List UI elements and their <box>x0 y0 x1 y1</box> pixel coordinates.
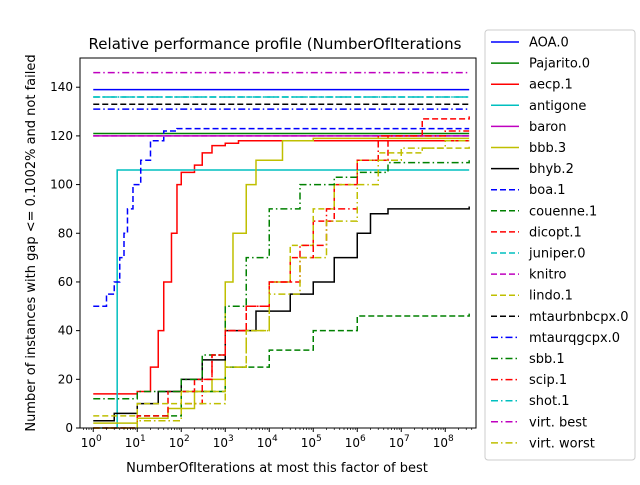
legend-label-6: bhyb.2 <box>529 162 574 177</box>
series-line-8 <box>93 313 470 429</box>
x-tick-exponent-8: 8 <box>448 434 454 444</box>
legend-label-18: virt. best <box>529 415 587 430</box>
x-tick-exponent-1: 1 <box>140 434 146 444</box>
y-tick-label-1: 20 <box>58 372 73 386</box>
plot-series-group <box>93 71 470 429</box>
x-tick-exponent-7: 7 <box>404 434 410 444</box>
series-line-5 <box>93 137 470 424</box>
legend-label-5: bbb.3 <box>529 141 566 156</box>
y-axis-label: Number of instances with gap <= 0.1002% … <box>24 54 39 431</box>
y-tick-label-5: 100 <box>50 178 73 192</box>
legend-label-17: shot.1 <box>529 394 569 409</box>
x-tick-label-8: 108 <box>433 434 454 450</box>
legend-label-14: mtaurqgcpx.0 <box>529 331 620 346</box>
y-tick-label-6: 120 <box>50 129 73 143</box>
y-tick-label-2: 40 <box>58 324 73 338</box>
legend: AOA.0 Pajarito.0 aecp.1 antigone baron bbb.3 b… <box>484 29 636 461</box>
x-tick-label-5: 105 <box>301 434 322 450</box>
legend-label-10: juniper.0 <box>528 247 586 262</box>
chart-title: Relative performance profile (NumberOfIt… <box>89 35 462 53</box>
x-tick-label-1: 101 <box>125 434 146 450</box>
x-tick-exponent-5: 5 <box>316 434 322 444</box>
legend-label-13: mtaurbnbcpx.0 <box>529 310 629 325</box>
legend-label-8: couenne.1 <box>529 204 597 219</box>
x-axis-label: NumberOfIterations at most this factor o… <box>126 461 428 476</box>
x-tick-label-4: 104 <box>257 434 278 450</box>
plot-frame <box>79 57 477 429</box>
series-line-19 <box>93 140 470 429</box>
series-line-2 <box>93 140 470 395</box>
x-tick-exponent-2: 2 <box>184 434 190 444</box>
x-tick-label-7: 107 <box>389 434 410 450</box>
x-axis: 100 101 102 103 104 105 106 107 108 <box>81 428 473 450</box>
legend-label-12: lindo.1 <box>529 289 573 304</box>
series-line-12 <box>93 145 470 417</box>
series-line-15 <box>93 160 470 400</box>
x-tick-label-0: 100 <box>81 434 102 450</box>
legend-label-3: antigone <box>529 99 586 114</box>
y-tick-label-4: 80 <box>58 226 73 240</box>
y-axis: 0 20 40 60 80 100 120 140 <box>50 80 80 435</box>
legend-label-16: scip.1 <box>529 373 567 388</box>
legend-label-1: Pajarito.0 <box>529 57 590 72</box>
legend-label-0: AOA.0 <box>529 36 569 51</box>
x-tick-label-2: 102 <box>169 434 190 450</box>
y-tick-label-0: 0 <box>65 421 73 435</box>
x-tick-label-6: 106 <box>345 434 366 450</box>
x-tick-exponent-4: 4 <box>272 434 278 444</box>
x-tick-exponent-0: 0 <box>96 434 102 444</box>
x-tick-label-3: 103 <box>213 434 234 450</box>
x-tick-exponent-3: 3 <box>228 434 234 444</box>
legend-label-9: dicopt.1 <box>529 225 582 240</box>
legend-label-7: boa.1 <box>529 183 566 198</box>
series-line-9 <box>93 116 470 429</box>
series-line-16 <box>93 130 470 429</box>
y-tick-label-3: 60 <box>58 275 73 289</box>
x-tick-exponent-6: 6 <box>360 434 366 444</box>
series-line-6 <box>93 206 470 422</box>
legend-label-4: baron <box>529 120 566 135</box>
y-tick-label-7: 140 <box>50 80 73 94</box>
legend-label-11: knitro <box>529 268 567 283</box>
legend-label-2: aecp.1 <box>529 78 573 93</box>
legend-label-19: virt. worst <box>529 436 595 451</box>
legend-box <box>484 29 636 461</box>
legend-label-15: sbb.1 <box>529 352 565 367</box>
series-line-7 <box>93 127 470 308</box>
